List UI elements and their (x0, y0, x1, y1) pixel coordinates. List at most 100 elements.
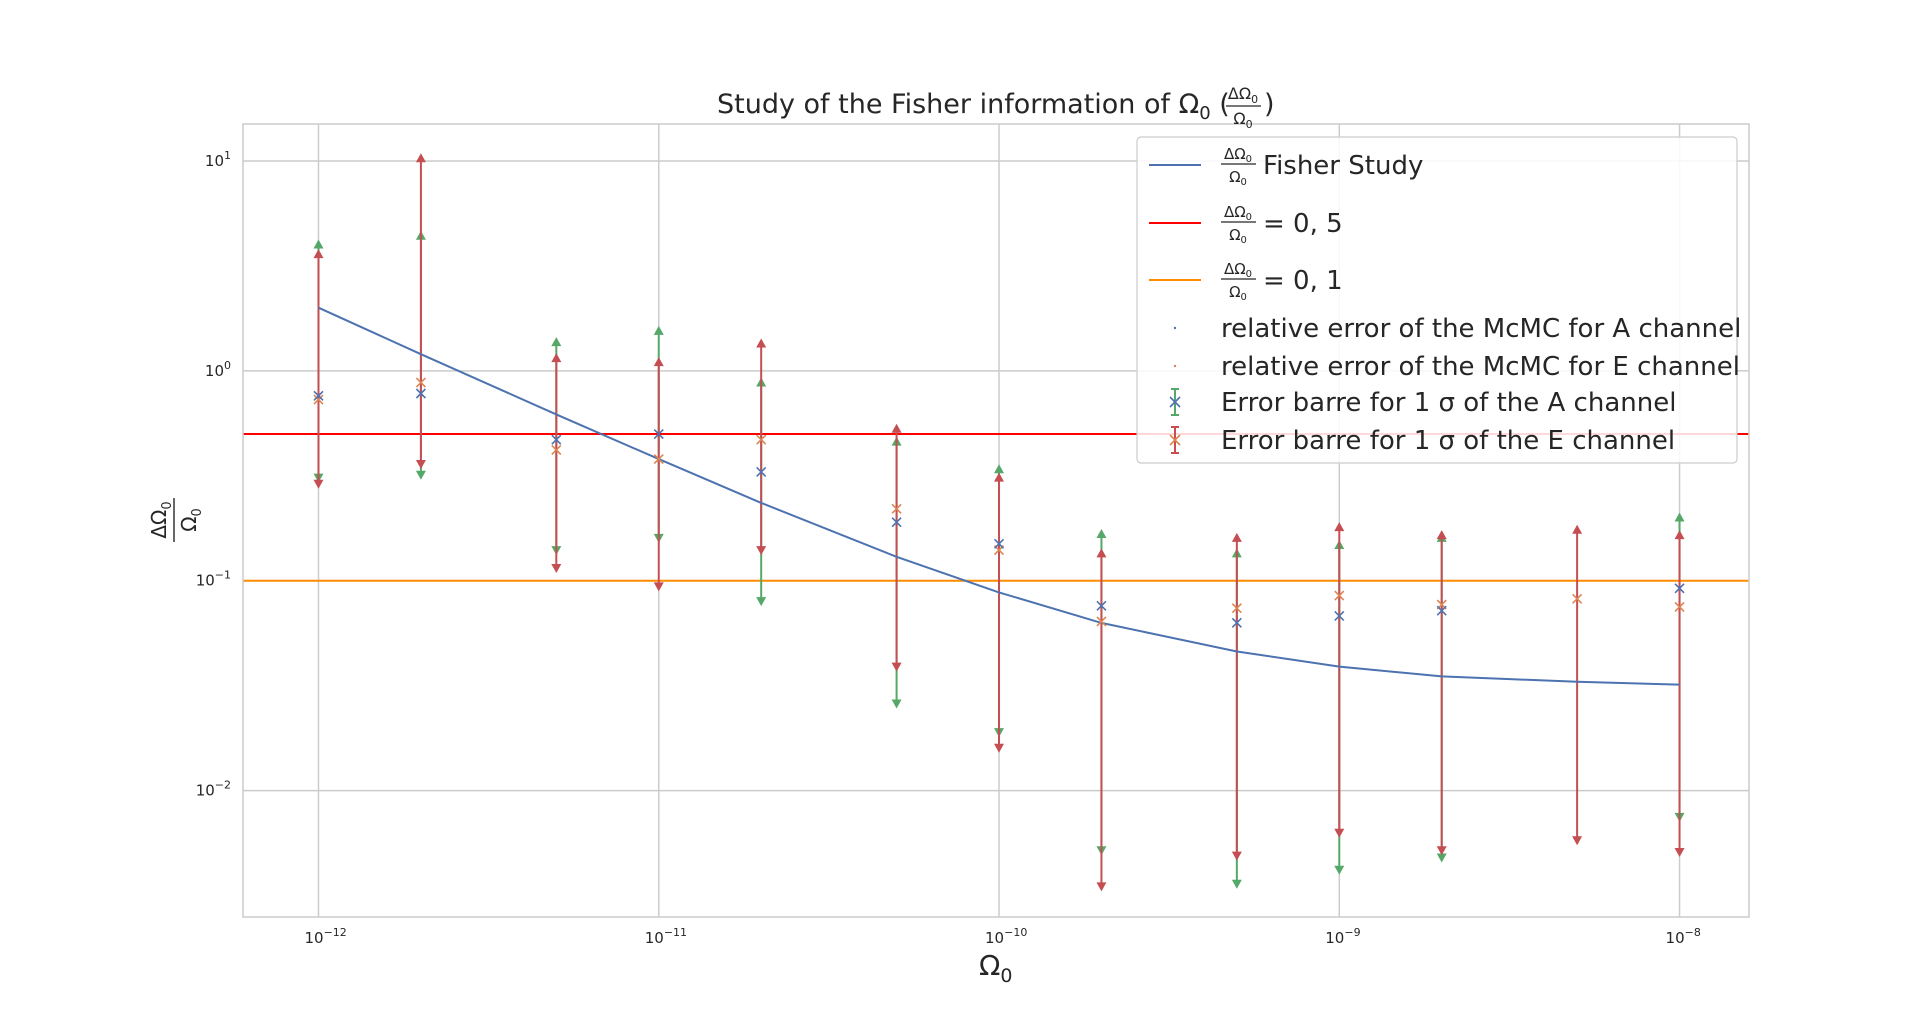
error-bar-A-lower-cap (415, 470, 426, 480)
error-bar-E-lower-cap (1572, 836, 1583, 846)
error-bar-E-lower-cap (994, 743, 1005, 753)
marker-A-stroke (891, 517, 902, 528)
error-bar-E-upper-cap (1231, 532, 1242, 542)
svg-text:ΔΩ0: ΔΩ0 (147, 501, 175, 538)
marker-E-stroke (1231, 603, 1242, 614)
svg-text:Study of the Fisher informatio: Study of the Fisher information of Ω0 ( (717, 89, 1230, 124)
error-bar-A-lower-cap (1231, 879, 1242, 889)
marker-A (653, 428, 664, 440)
data-markers (313, 377, 1685, 628)
error-bar-E-upper-cap (891, 423, 902, 433)
x-tick-label: 10−12 (304, 926, 346, 947)
marker-A-stroke (993, 538, 1005, 549)
marker-E-stroke (1096, 616, 1107, 627)
error-bar-E-lower-cap (1334, 828, 1345, 838)
error-bar-A-lower-cap (756, 597, 767, 607)
marker-A-stroke (1674, 583, 1685, 594)
marker-E (1334, 590, 1345, 601)
marker-E (891, 503, 902, 514)
legend-label: Error barre for 1 σ of the A channel (1221, 388, 1676, 418)
marker-A (313, 390, 324, 401)
legend-swatch-marker (1169, 396, 1181, 408)
error-bar-E (1572, 524, 1583, 846)
legend-item: ΔΩ0 Ω0 Fisher Study (1149, 145, 1423, 188)
marker-E (415, 377, 426, 388)
marker-E (1231, 603, 1242, 614)
marker-A-stroke (1231, 617, 1242, 628)
marker-E (756, 434, 767, 445)
error-bar-E (1436, 530, 1447, 856)
error-bar-E-upper-cap (551, 353, 562, 363)
marker-A-stroke (1334, 610, 1345, 621)
title-frac-num: ΔΩ (1228, 84, 1251, 103)
marker-E (313, 394, 324, 405)
legend-label: = 0, 5 (1263, 209, 1343, 239)
error-bar-E-lower-cap (415, 459, 426, 469)
legend-item: relative error of the McMC for A channel (1173, 314, 1741, 344)
error-bar-E-lower-cap (1231, 851, 1242, 861)
error-bar-A-lower-cap (1436, 853, 1447, 863)
svg-text:Ω0: Ω0 (177, 508, 205, 532)
marker-A-stroke (313, 390, 324, 401)
error-bar-A-upper-cap (1096, 528, 1107, 538)
plot-frame (242, 123, 1750, 918)
marker-A (1334, 610, 1345, 621)
legend-label: relative error of the McMC for A channel (1221, 314, 1741, 344)
legend-label: = 0, 1 (1263, 266, 1343, 296)
y-tick-label: 100 (205, 359, 231, 380)
legend-frac-num: ΔΩ0 (1224, 203, 1252, 223)
legend-label: relative error of the McMC for E channel (1221, 352, 1740, 382)
marker-E-stroke (756, 434, 767, 445)
error-bar-E (1231, 532, 1242, 861)
error-bar-E-lower-cap (756, 546, 767, 556)
marker-A-stroke (415, 388, 426, 399)
error-bar-E-upper-cap (1334, 522, 1345, 532)
legend-label: Error barre for 1 σ of the E channel (1221, 426, 1675, 456)
legend-item: ΔΩ0 Ω0 = 0, 1 (1149, 260, 1343, 303)
svg-text:ΔΩ0: ΔΩ0 (1228, 84, 1258, 106)
marker-E-stroke (1674, 601, 1685, 613)
legend-swatch-dot (1173, 326, 1177, 330)
error-bar-E (756, 338, 767, 556)
title-sub: 0 (1199, 103, 1210, 124)
legend-swatch-dot (1173, 364, 1177, 368)
marker-A (891, 517, 902, 528)
marker-A (551, 434, 562, 445)
legend-swatch-marker (1169, 434, 1181, 446)
error-bar-E (415, 153, 426, 469)
legend-label: Fisher Study (1263, 151, 1423, 181)
error-bar-E (313, 249, 324, 489)
x-tick-label: 10−8 (1666, 926, 1701, 947)
marker-A (1674, 583, 1685, 594)
marker-E (1572, 593, 1583, 604)
error-bar-E (891, 423, 902, 672)
marker-A (1436, 605, 1447, 616)
marker-E-stroke (313, 394, 324, 405)
error-bar-A-upper-cap (653, 325, 664, 335)
marker-E (653, 453, 664, 465)
marker-E-stroke (551, 444, 562, 455)
legend-item: Error barre for 1 σ of the E channel (1169, 426, 1675, 456)
x-axis-label: Ω0 (979, 949, 1013, 987)
error-bar-E-upper-cap (313, 249, 324, 259)
error-bar-E-lower-cap (1096, 882, 1107, 892)
marker-E-stroke (891, 503, 902, 514)
marker-A (415, 388, 426, 399)
error-bar-A-lower-cap (891, 699, 902, 709)
x-tick-label: 10−9 (1325, 926, 1360, 947)
title-frac-den: Ω (1233, 109, 1245, 128)
x-tick-label: 10−10 (985, 926, 1027, 947)
legend-box (1136, 136, 1738, 464)
error-bar-E-upper-cap (1674, 530, 1685, 540)
marker-E (1096, 616, 1107, 627)
error-bar-E-upper-cap (1096, 548, 1107, 558)
legend-frac-num: ΔΩ0 (1224, 145, 1252, 165)
marker-A-stroke (551, 434, 562, 445)
error-bar-E-upper-cap (653, 357, 664, 367)
error-bar-E-lower-cap (551, 564, 562, 574)
marker-E-stroke (1572, 593, 1583, 604)
legend: ΔΩ0 Ω0 Fisher Study ΔΩ0 Ω0 = 0, 5 ΔΩ0 Ω0 = 0, 1… (1136, 136, 1741, 464)
error-bar-E-upper-cap (1436, 530, 1447, 540)
error-bar-A-upper-cap (313, 239, 324, 249)
